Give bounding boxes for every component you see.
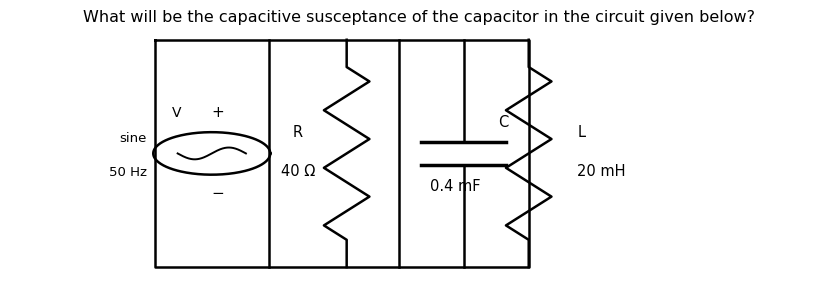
Text: 50 Hz: 50 Hz [109,166,147,179]
Text: 40 Ω: 40 Ω [281,164,315,179]
Text: +: + [211,105,224,120]
Text: L: L [577,125,586,140]
Text: sine: sine [119,132,147,145]
Text: R: R [292,125,303,140]
Text: 0.4 mF: 0.4 mF [430,179,480,194]
Text: C: C [498,115,508,131]
Text: What will be the capacitive susceptance of the capacitor in the circuit given be: What will be the capacitive susceptance … [83,10,755,25]
Text: −: − [211,187,224,201]
Text: V: V [172,106,181,120]
Text: 20 mH: 20 mH [577,164,626,179]
